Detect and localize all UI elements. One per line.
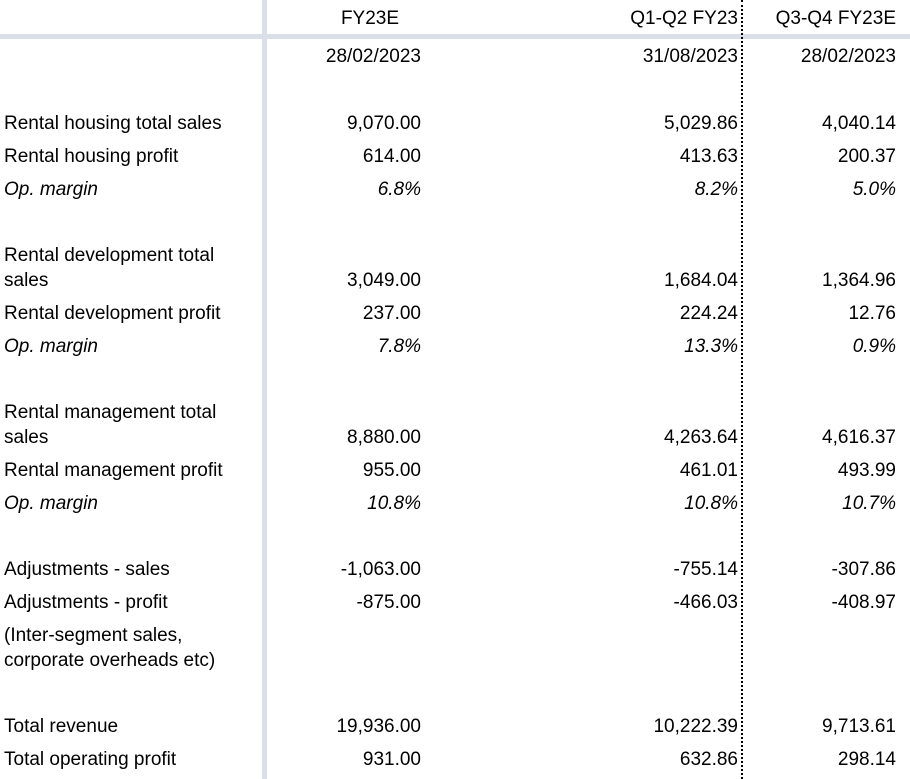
cell-value[interactable]: 237.00 (362, 303, 421, 324)
cell-value[interactable]: 632.86 (679, 749, 738, 770)
cell-value[interactable]: 10.8% (684, 493, 738, 514)
frozen-column-divider[interactable] (262, 0, 267, 779)
date-col3[interactable]: 28/02/2023 (800, 46, 896, 67)
cell-value[interactable]: 955.00 (362, 460, 421, 481)
row-label[interactable]: Rental development total sales (4, 245, 215, 291)
cell-value[interactable]: 9,713.61 (822, 716, 896, 737)
row-label[interactable]: Adjustments - sales (4, 559, 170, 580)
cell-value[interactable]: 7.8% (377, 336, 421, 357)
cell-value[interactable]: 10.7% (842, 493, 896, 514)
cell-value[interactable]: 13.3% (684, 336, 738, 357)
cell-value[interactable]: 12.76 (848, 303, 896, 324)
cell-value[interactable]: 9,070.00 (347, 113, 421, 134)
page-break-dotted-line (741, 0, 743, 779)
cell-value[interactable]: -755.14 (673, 559, 738, 580)
cell-value[interactable]: 4,616.37 (822, 427, 896, 448)
cell-value[interactable]: 19,936.00 (336, 716, 421, 737)
row-label[interactable]: Rental management profit (4, 460, 223, 481)
cell-value[interactable]: 200.37 (837, 146, 896, 167)
cell-value[interactable]: 8,880.00 (347, 427, 421, 448)
header-q1-q2-fy23[interactable]: Q1-Q2 FY23 (630, 8, 738, 29)
header-fy23e[interactable]: FY23E (340, 8, 400, 29)
row-label[interactable]: Rental housing profit (4, 146, 179, 167)
cell-value[interactable]: 493.99 (837, 460, 896, 481)
row-label[interactable]: Rental development profit (4, 303, 221, 324)
cell-value[interactable]: 931.00 (362, 749, 421, 770)
row-note[interactable]: (Inter-segment sales, corporate overhead… (4, 625, 216, 671)
cell-value[interactable]: 1,364.96 (822, 270, 896, 291)
cell-value[interactable]: -408.97 (831, 592, 896, 613)
cell-value[interactable]: -1,063.00 (340, 559, 421, 580)
cell-value[interactable]: 10.8% (367, 493, 421, 514)
row-label[interactable]: Total revenue (4, 716, 119, 737)
row-label[interactable]: Op. margin (4, 493, 98, 514)
row-label[interactable]: Op. margin (4, 179, 98, 200)
cell-value[interactable]: -875.00 (356, 592, 421, 613)
header-q3-q4-fy23e[interactable]: Q3-Q4 FY23E (775, 8, 896, 29)
date-col1[interactable]: 28/02/2023 (325, 46, 421, 67)
row-label[interactable]: Rental management total sales (4, 402, 217, 448)
cell-value[interactable]: 5.0% (852, 179, 896, 200)
cell-value[interactable]: -466.03 (673, 592, 738, 613)
cell-value[interactable]: 8.2% (694, 179, 738, 200)
cell-value[interactable]: 1,684.04 (664, 270, 738, 291)
date-col2[interactable]: 31/08/2023 (642, 46, 738, 67)
frozen-row-divider[interactable] (0, 34, 910, 39)
cell-value[interactable]: 224.24 (679, 303, 738, 324)
cell-value[interactable]: 6.8% (377, 179, 421, 200)
cell-value[interactable]: 5,029.86 (664, 113, 738, 134)
cell-value[interactable]: 3,049.00 (347, 270, 421, 291)
row-label[interactable]: Rental housing total sales (4, 113, 222, 134)
cell-value[interactable]: 298.14 (837, 749, 896, 770)
cell-value[interactable]: 413.63 (679, 146, 738, 167)
cell-value[interactable]: 4,040.14 (822, 113, 896, 134)
cell-value[interactable]: 10,222.39 (653, 716, 738, 737)
cell-value[interactable]: 614.00 (362, 146, 421, 167)
cell-value[interactable]: 0.9% (852, 336, 896, 357)
cell-value[interactable]: 461.01 (679, 460, 738, 481)
cell-value[interactable]: 4,263.64 (664, 427, 738, 448)
row-label[interactable]: Total operating profit (4, 749, 177, 770)
cell-value[interactable]: -307.86 (831, 559, 896, 580)
row-label[interactable]: Adjustments - profit (4, 592, 168, 613)
row-label[interactable]: Op. margin (4, 336, 98, 357)
